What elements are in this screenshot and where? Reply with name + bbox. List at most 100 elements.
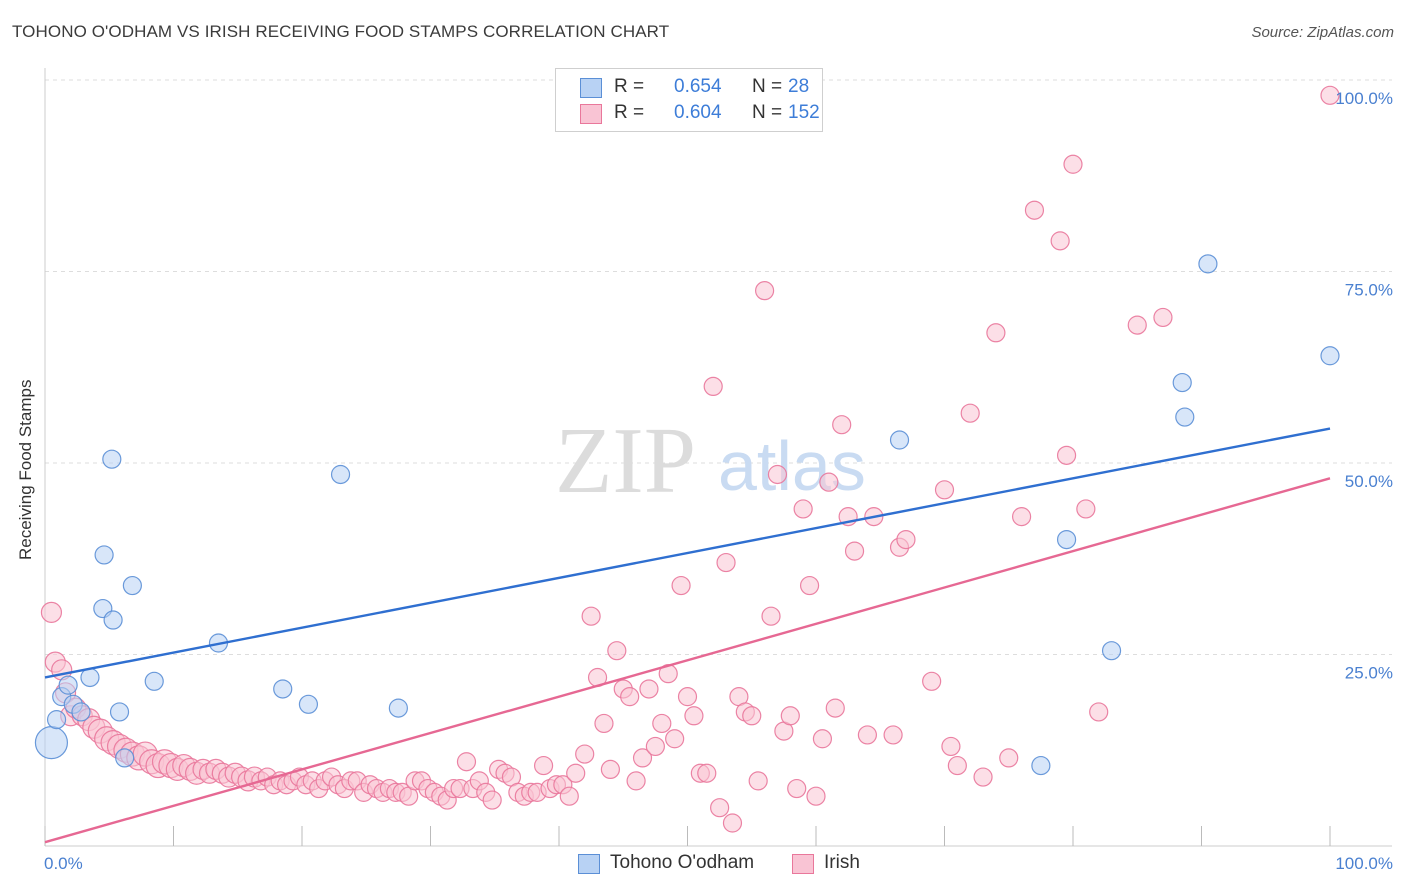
axes — [44, 68, 1392, 847]
legend-n-value: 152 — [788, 102, 820, 123]
tohono-point — [1031, 755, 1051, 776]
tohono-point — [34, 725, 69, 760]
legend-r-value: 0.604 — [674, 102, 722, 123]
tohono-point — [1172, 372, 1192, 393]
irish-point — [832, 415, 852, 435]
watermark-zip: ZIP — [555, 409, 696, 513]
y-tick-label: 50.0% — [1345, 472, 1393, 491]
irish-point — [857, 725, 878, 745]
irish-point — [456, 752, 477, 772]
tohono-points — [34, 254, 1340, 776]
y-tick-label: 100.0% — [1335, 89, 1393, 108]
irish-point — [947, 755, 967, 776]
irish-point — [575, 744, 595, 764]
irish-point — [767, 464, 788, 485]
x-tick-label: 0.0% — [44, 854, 83, 873]
y-axis-label: Receiving Food Stamps — [16, 379, 35, 560]
irish-point — [665, 729, 685, 749]
bottom-legend: Tohono O'odham Irish — [0, 852, 1406, 878]
tohono-trendline — [44, 427, 1331, 679]
irish-point — [941, 736, 961, 757]
bottom-swatch-blue — [578, 854, 600, 874]
irish-point — [934, 480, 955, 500]
irish-point — [742, 706, 762, 726]
irish-point — [1076, 499, 1096, 519]
irish-point — [716, 552, 736, 573]
irish-point — [600, 759, 621, 780]
legend-swatch-pink — [580, 104, 602, 124]
chart-title: TOHONO O'ODHAM VS IRISH RECEIVING FOOD S… — [12, 22, 670, 41]
bottom-swatch-pink — [792, 854, 814, 874]
irish-point — [533, 755, 554, 776]
tohono-point — [273, 679, 293, 699]
irish-point — [482, 790, 502, 810]
irish-point — [594, 713, 614, 734]
tohono-point — [71, 702, 91, 722]
irish-point — [922, 671, 942, 691]
irish-point — [645, 736, 665, 757]
legend: R = 0.654 N = 28 R = 0.604 N = 152 — [555, 68, 823, 132]
irish-point — [1050, 231, 1070, 251]
irish-point — [793, 499, 813, 519]
irish-point — [581, 606, 601, 626]
irish-point — [710, 798, 730, 818]
bottom-legend-tohono-label: Tohono O'odham — [610, 852, 755, 873]
y-tick-label: 75.0% — [1345, 281, 1393, 300]
tohono-point — [298, 694, 319, 714]
irish-point — [883, 725, 903, 745]
irish-point — [671, 575, 691, 596]
legend-n-label: N = — [752, 76, 783, 97]
y-tick-label: 25.0% — [1345, 664, 1393, 683]
watermark: ZIP atlas — [555, 409, 866, 513]
irish-point — [1089, 702, 1109, 722]
irish-point — [799, 575, 820, 596]
irish-point — [986, 323, 1006, 343]
irish-point — [626, 771, 646, 791]
irish-point — [632, 748, 653, 768]
irish-point — [1024, 200, 1045, 220]
legend-r-label: R = — [614, 102, 645, 123]
irish-point — [754, 281, 775, 301]
source-label: Source: ZipAtlas.com — [1251, 24, 1394, 41]
irish-points — [40, 85, 1340, 833]
irish-point — [1127, 315, 1147, 335]
trendlines — [44, 427, 1331, 844]
irish-point — [722, 813, 743, 833]
tohono-point — [122, 575, 142, 596]
tohono-point — [1056, 529, 1077, 550]
tohono-point — [109, 702, 130, 722]
tohono-point — [388, 698, 408, 718]
tohono-point — [330, 464, 351, 485]
irish-point — [40, 601, 63, 623]
tohono-point — [102, 449, 122, 469]
tohono-point — [46, 710, 67, 730]
tohono-point — [1101, 641, 1122, 661]
bottom-legend-irish-label: Irish — [824, 852, 860, 873]
irish-point — [677, 687, 698, 707]
legend-n-label: N = — [752, 102, 783, 123]
irish-point — [748, 771, 768, 791]
irish-point — [999, 748, 1019, 768]
legend-r-label: R = — [614, 76, 645, 97]
irish-trendline — [44, 477, 1331, 844]
irish-point — [697, 763, 717, 783]
irish-point — [896, 529, 916, 550]
irish-point — [780, 706, 800, 726]
tohono-point — [1175, 407, 1195, 427]
legend-n-value: 28 — [788, 76, 810, 97]
tohono-point — [115, 748, 135, 768]
irish-point — [960, 403, 980, 423]
irish-point — [652, 713, 672, 734]
irish-point — [1153, 307, 1173, 328]
irish-point — [639, 679, 659, 699]
irish-point — [844, 541, 865, 561]
watermark-atlas: atlas — [718, 427, 866, 505]
irish-point — [1056, 445, 1077, 465]
irish-point — [806, 786, 826, 806]
x-tick-label: 100.0% — [1335, 854, 1393, 873]
tick-labels: 25.0% 50.0% 75.0% 100.0% 0.0% 100.0% — [44, 89, 1393, 873]
legend-swatch-blue — [580, 78, 602, 98]
irish-point — [1063, 154, 1083, 174]
irish-point — [703, 376, 723, 396]
